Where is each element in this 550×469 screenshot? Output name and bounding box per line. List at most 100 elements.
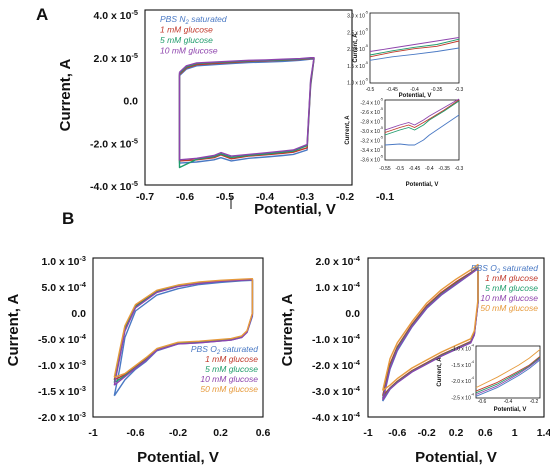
x-tick-label: -0.6	[176, 191, 194, 203]
y-tick-label: 2.5 x 10-5	[347, 27, 368, 36]
x-tick-label: -0.2	[336, 191, 354, 203]
y-axis-label: Current, A	[279, 293, 296, 366]
y-tick-label: -2.8 x 10-5	[360, 117, 383, 126]
series-line-pbs	[369, 47, 460, 61]
y-tick-label: -2.4 x 10-5	[360, 98, 383, 107]
x-tick-label: -0.4	[256, 191, 274, 203]
y-tick-label: 2.0 x 10-5	[347, 44, 368, 53]
x-tick-label: -0.6	[478, 399, 487, 405]
y-tick-label: 3.0 x 10-5	[347, 11, 368, 20]
x-tick-label: -0.3	[296, 191, 314, 203]
series-line-10	[384, 98, 460, 131]
y-tick-label: -4.0 x 10-4	[312, 410, 361, 424]
legend-entry: 1 mM glucose	[160, 25, 213, 35]
series-line-10	[475, 358, 541, 395]
x-axis-label: Potential, V	[406, 182, 439, 188]
y-axis-label: Current, A	[57, 58, 74, 131]
y-tick-label: 4.0 x 10-5	[94, 8, 138, 22]
y-tick-label: 2.0 x 10-5	[94, 51, 138, 65]
x-tick-label: 0.2	[449, 427, 464, 439]
y-tick-label: -2.6 x 10-5	[360, 107, 383, 116]
y-tick-label: -3.2 x 10-5	[360, 136, 383, 145]
y-axis-label: Current, A	[353, 33, 359, 63]
x-axis-label: Potential, V	[399, 93, 432, 99]
x-tick-label: -0.55	[379, 166, 391, 172]
legend-entry: 50 mM glucose	[200, 384, 258, 394]
y-tick-label: -3.0 x 10-4	[312, 384, 361, 398]
series-line-pbs	[475, 359, 541, 397]
y-axis-label: Current, A	[437, 357, 443, 387]
y-tick-label: -2.0 x 10-4	[312, 358, 361, 372]
legend-entry: PBS O2 saturated	[471, 263, 538, 275]
x-tick-label: -0.6	[388, 427, 406, 439]
x-tick-label: -0.4	[410, 87, 419, 93]
series-line-1	[369, 40, 460, 58]
x-tick-label: -0.5	[216, 191, 234, 203]
plots-layer: -0.7 -0.6 -0.5 -0.4 -0.3 -0.2 -0.1 4.0 x 10-5 2.…	[5, 8, 550, 466]
y-tick-label: 0.0	[123, 96, 138, 108]
chart-A-main: -0.7 -0.6 -0.5 -0.4 -0.3 -0.2 -0.1 4.0 x 10-5 2.…	[57, 8, 394, 218]
legend-entry: 1 mM glucose	[485, 273, 538, 283]
y-tick-label: -1.0 x 10-3	[38, 358, 86, 372]
chart-B-left: -1 -0.6 -0.2 0.2 0.6 1.0 x 10-3 5.0 x 10-4 0.0 -…	[5, 254, 270, 466]
x-tick-label: -0.7	[136, 191, 154, 203]
y-tick-label: -4.0 x 10-5	[90, 179, 138, 193]
y-tick-label: 1.0 x 10-3	[42, 254, 86, 268]
y-tick-label: 0.0	[71, 308, 86, 320]
x-tick-label: -0.2	[418, 427, 436, 439]
y-tick-label: 1.0 x 10-5	[347, 78, 368, 87]
plot-frame	[384, 99, 460, 161]
y-tick-label: -2.0 x 10-4	[451, 376, 474, 385]
series-line-50	[475, 349, 541, 389]
plot-frame	[369, 12, 460, 84]
x-tick-label: -0.35	[431, 87, 443, 93]
legend-entry: PBS N2 saturated	[160, 14, 227, 26]
y-tick-label: -3.6 x 10-5	[360, 155, 383, 164]
y-tick-label: -3.4 x 10-5	[360, 145, 383, 154]
x-tick-label: 1	[512, 427, 518, 439]
x-tick-label: -0.3	[455, 166, 464, 172]
x-axis-label: Potential, V	[415, 449, 497, 466]
x-axis-label: Potential, V	[137, 449, 219, 466]
plot-frame	[475, 345, 541, 399]
y-tick-label: -2.0 x 10-5	[90, 136, 138, 150]
y-tick-label: -1.0 x 10-4	[312, 332, 361, 346]
x-axis-label: Potential, V	[494, 407, 527, 413]
panel-label-a: A	[36, 5, 48, 24]
x-tick-label: -0.2	[530, 399, 539, 405]
y-tick-label: 2.0 x 10-4	[316, 254, 361, 268]
legend-entry: 50 mM glucose	[480, 303, 538, 313]
series-line-50	[113, 278, 254, 378]
legend-entry: 5 mM glucose	[160, 35, 213, 45]
y-tick-label: -2.5 x 10-4	[451, 393, 474, 402]
chart-B-right: -1 -0.6 -0.2 0.2 0.6 1 1.4 2.0 x 10-4 1.0 x 10-4…	[279, 254, 550, 466]
x-tick-label: -0.1	[376, 191, 394, 203]
y-tick-label: 0.0	[345, 308, 360, 320]
x-tick-label: -0.4	[504, 399, 513, 405]
y-tick-label: 1.0 x 10-4	[316, 280, 361, 294]
y-axis-label: Current, A	[345, 115, 351, 145]
x-tick-label: 0.6	[256, 427, 271, 439]
series-line-10	[178, 57, 315, 161]
x-tick-label: -0.5	[395, 166, 404, 172]
x-tick-label: -0.35	[438, 166, 450, 172]
chart-A-inset2: -0.55 -0.5 -0.45 -0.4 -0.35 -0.3-2.4 x 10-5-2…	[345, 98, 464, 189]
legend-entry: 10 mM glucose	[200, 374, 258, 384]
y-tick-label: -1.5 x 10-3	[38, 384, 86, 398]
chart-B-right-inset: -0.6 -0.4 -0.2 -1.0 x 10-4 -1.5 x 10-4 -2.0 x…	[437, 344, 541, 413]
y-tick-label: -1.0 x 10-4	[451, 344, 474, 353]
y-tick-label: -3.0 x 10-5	[360, 126, 383, 135]
series-line-5	[369, 38, 460, 56]
x-tick-label: -0.4	[425, 166, 434, 172]
x-tick-label: -0.45	[409, 166, 421, 172]
x-tick-label: 0.6	[478, 427, 493, 439]
legend-entry: PBS O2 saturated	[191, 344, 258, 356]
legend-entry: 10 mM glucose	[480, 293, 538, 303]
x-axis-label: Potential, V	[254, 201, 336, 218]
x-tick-label: -0.2	[169, 427, 187, 439]
legend-entry: 5 mM glucose	[485, 283, 538, 293]
x-tick-label: -0.3	[455, 87, 464, 93]
x-tick-label: -1	[363, 427, 372, 439]
series-line-10	[369, 37, 460, 52]
